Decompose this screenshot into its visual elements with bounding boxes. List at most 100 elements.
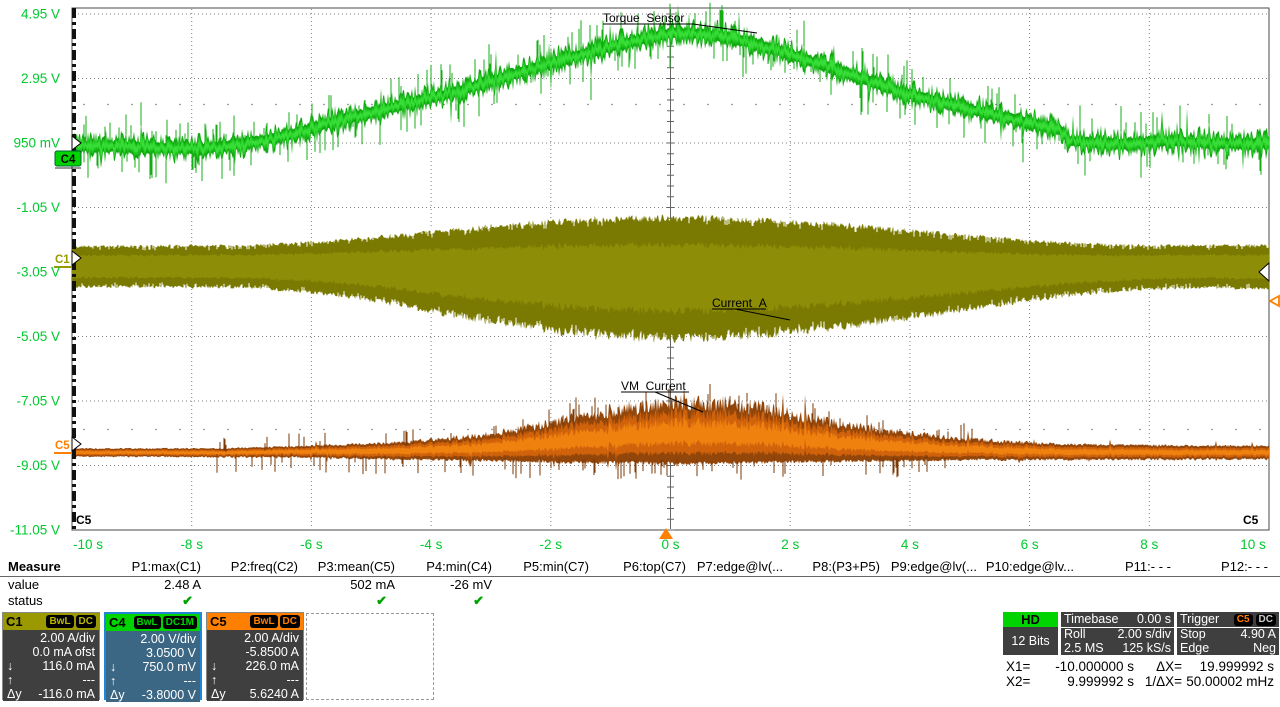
measure-param-header-p9[interactable]: P9:edge@lv(... [890,559,977,574]
x-axis-label: 2 s [781,537,799,552]
zero-level-marker-c5[interactable] [71,435,82,453]
channel-detail-row: Δy -116.0 mA [7,687,95,701]
x-axis-label: 8 s [1140,537,1158,552]
measure-param-header-p3[interactable]: P3:mean(C5) [317,559,395,574]
trigger-coupling-badge: DC [1255,613,1276,626]
trigger-box[interactable]: Trigger C5 DC Stop 4.90 A Edge Neg [1177,612,1279,655]
measure-param-status-p4: ✔ [473,593,484,608]
measure-table: Measure P1:max(C1) P2:freq(C2) P3:mean(C5) P… [0,558,1280,609]
cursor-readout: X1= -10.000000 s ΔX= 19.999992 s X2= 9.9… [1006,659,1274,689]
channel-row-prefix: ↑ [211,673,218,687]
channel-id-label: C1 [6,614,23,629]
y-axis-label: -9.05 V [16,458,60,473]
measure-value-row: value 2.48 A 502 mA -26 mV [0,577,1280,593]
measure-param-header-p10[interactable]: P10:edge@lv... [985,559,1074,574]
timebase-box[interactable]: Timebase 0.00 s Roll 2.00 s/div 2.5 MS 1… [1061,612,1174,655]
measure-param-header-p8[interactable]: P8:(P3+P5) [812,559,880,574]
measure-param-header-p5[interactable]: P5:min(C7) [523,559,589,574]
channel-coupling-badge[interactable]: DC [279,615,300,628]
channel-coupling-badge[interactable]: DC1M [162,616,197,629]
measure-param-header-p11[interactable]: P11:- - - [1125,559,1171,574]
channel-row-value: 2.00 V/div [140,632,196,646]
waveform-display[interactable]: C4 Torque_Sensor C1 Current_A C5 VM_Current C5… [0,0,1280,556]
channel-row-value: 2.00 A/div [40,631,95,645]
trace-label-torque_sensor: Torque_Sensor [603,11,684,25]
measure-param-value-p5 [498,577,595,593]
trigger-mode: Stop [1180,627,1206,641]
channel-row-value: 2.00 A/div [244,631,299,645]
channel-row-value: 750.0 mV [142,660,196,674]
measure-param-value-p9 [886,577,983,593]
channel-detail-row: 3.0500 V [110,646,196,660]
channel-detail-row: ↑ --- [7,673,95,687]
channel-detail-row: 2.00 V/div [110,632,196,646]
measure-param-header-p7[interactable]: P7:edge@lv(... [696,559,783,574]
channel-detail-row: -5.8500 A [211,645,299,659]
zero-level-marker-c4[interactable] [71,134,82,152]
measure-param-value-p10 [983,577,1080,593]
measure-param-status-p5 [498,593,595,609]
measure-param-header-p1[interactable]: P1:max(C1) [131,559,201,574]
channel-box-c4[interactable]: C4 BwL DC1M 2.00 V/div 3.0500 V ↓ 750.0 mV ↑ ---… [104,612,202,702]
trigger-level-marker[interactable] [1268,294,1280,308]
cursor-invdx-value: 50.00002 mHz [1186,674,1274,689]
y-axis-label: 950 mV [13,136,60,151]
measure-row-label: Measure [8,559,61,574]
measure-param-header-p12[interactable]: P12:- - - [1221,559,1268,574]
channel-row-value: --- [286,673,300,687]
channel-box-c5[interactable]: C5 BwL DC 2.00 A/div -5.8500 A ↓ 226.0 mA ↑ --- Δ… [206,612,304,701]
trigger-time-marker[interactable] [659,528,673,539]
zero-level-marker-c1[interactable] [71,249,82,267]
empty-channel-slot[interactable] [306,613,434,700]
channel-row-prefix [7,645,27,659]
measure-param-value-p6 [595,577,692,593]
channel-box-body: 2.00 V/div 3.0500 V ↓ 750.0 mV ↑ --- Δy -3.8000… [106,631,200,702]
y-axis-label: -7.05 V [16,394,60,409]
channel-detail-row: Δy 5.6240 A [211,687,299,701]
channel-box-header-c5[interactable]: C5 BwL DC [207,613,303,630]
y-axis-label: -11.05 V [10,523,60,538]
x-axis-label: 0 s [661,537,679,552]
measure-param-value-p8 [789,577,886,593]
cursor-invdx-label: 1/ΔX= [1144,674,1182,689]
trace-label-current_a: Current_A [712,296,767,310]
channel-row-value: 226.0 mA [245,659,299,673]
channel-badge-c4[interactable] [54,150,82,167]
channel-badge-c1[interactable]: C1 [55,254,70,266]
channel-badge-c5[interactable]: C5 [55,440,70,452]
cursor-dx-value: 19.999992 s [1199,659,1274,674]
channel-detail-row: 2.00 A/div [7,631,95,645]
channel-box-header-c4[interactable]: C4 BwL DC1M [106,614,200,631]
acquisition-box[interactable]: HD 12 Bits [1003,612,1058,655]
channel-coupling-badge[interactable]: DC [75,615,96,628]
channel-row-value: --- [183,674,197,688]
x-axis-label: -8 s [180,537,203,552]
channel-coupling-badge[interactable]: BwL [250,615,278,628]
channel-box-header-c1[interactable]: C1 BwL DC [3,613,99,630]
channel-row-value: -116.0 mA [38,687,95,701]
cursor-x2-label: X2= [1006,674,1031,689]
channel-row-prefix [211,645,231,659]
x-axis-label: 10 s [1240,537,1266,552]
channel-coupling-badge[interactable]: BwL [46,615,74,628]
channel-row-value: -3.8000 V [141,688,196,702]
measure-param-status-p2 [207,593,304,609]
channel-box-c1[interactable]: C1 BwL DC 2.00 A/div 0.0 mA ofst ↓ 116.0 mA ↑ --… [2,612,100,701]
timebase-delay: 0.00 s [1136,612,1171,626]
measure-param-header-p6[interactable]: P6:top(C7) [623,559,686,574]
trigger-title: Trigger [1180,612,1220,626]
channel-detail-row: Δy -3.8000 V [110,688,196,702]
channel-row-prefix [110,646,130,660]
y-axis-label: 2.95 V [21,71,60,86]
measure-param-status-p1: ✔ [182,593,193,608]
channel-row-value: 0.0 mA ofst [32,645,95,659]
channel-detail-row: ↑ --- [211,673,299,687]
right-edge-marker-c1[interactable] [1258,261,1270,283]
cursor-dx-label: ΔX= [1156,659,1182,674]
channel-box-body: 2.00 A/div -5.8500 A ↓ 226.0 mA ↑ --- Δy 5.6240… [207,630,303,701]
trace-label-vm_current: VM_Current [621,379,686,393]
measure-param-header-p4[interactable]: P4:min(C4) [426,559,492,574]
channel-coupling-badge[interactable]: BwL [133,616,161,629]
channel-row-prefix: ↓ [211,659,218,673]
measure-param-header-p2[interactable]: P2:freq(C2) [230,559,298,574]
